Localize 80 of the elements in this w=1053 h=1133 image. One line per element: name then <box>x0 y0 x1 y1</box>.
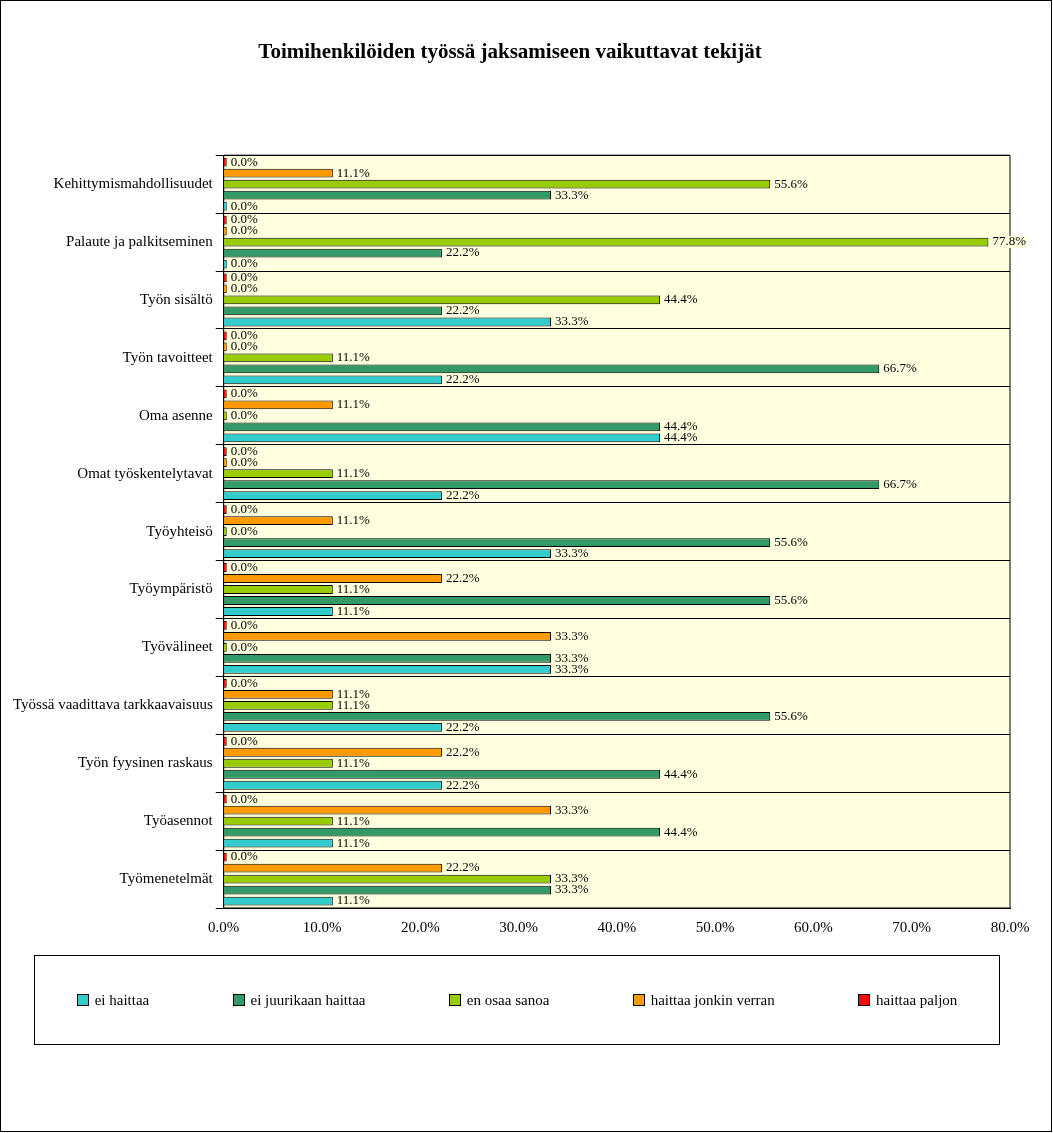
y-tick-label: Työvälineet <box>142 638 214 655</box>
data-label: 0.0% <box>230 616 258 632</box>
data-label: 44.4% <box>664 291 698 307</box>
data-label: 22.2% <box>445 776 480 792</box>
data-label: 0.0% <box>230 790 258 806</box>
data-label: 11.1% <box>336 834 371 850</box>
data-label: 11.1% <box>336 892 371 908</box>
data-label: 22.2% <box>445 302 480 318</box>
data-label: 55.6% <box>774 534 808 550</box>
x-tick-label: 40.0% <box>597 918 637 935</box>
data-label: 0.0% <box>230 558 258 574</box>
data-label: 33.3% <box>555 186 589 202</box>
data-label: 11.1% <box>336 512 371 528</box>
data-label: 22.2% <box>445 569 480 585</box>
y-tick-label: Työn fyysinen raskaus <box>77 754 213 771</box>
y-tick-label: Työmenetelmät <box>119 869 214 886</box>
y-tick-label: Työssä vaadittava tarkkaavaisuus <box>13 696 213 713</box>
y-tick-label: Palaute ja palkitseminen <box>66 233 214 249</box>
data-label: 0.0% <box>230 197 258 213</box>
data-label: 22.2% <box>445 743 480 759</box>
data-label: 0.0% <box>230 501 258 517</box>
data-label: 11.1% <box>336 396 371 412</box>
y-tick-label: Työn tavoitteet <box>122 348 214 365</box>
data-label: 0.0% <box>230 255 258 271</box>
data-label: 33.3% <box>555 801 589 817</box>
legend-label: haittaa paljon <box>876 991 958 1009</box>
data-label: 22.2% <box>445 859 480 875</box>
data-label: 33.3% <box>555 627 589 643</box>
data-label: 11.1% <box>336 580 371 596</box>
x-tick-label: 60.0% <box>794 918 833 935</box>
data-label: 0.0% <box>230 732 258 748</box>
chart-title: Toimihenkilöiden työssä jaksamiseen vaikuttavat tekijät <box>258 39 762 64</box>
data-label: 22.2% <box>445 487 480 503</box>
data-label: 55.6% <box>774 591 808 607</box>
data-label: 11.1% <box>336 685 371 701</box>
x-tick-label: 10.0% <box>302 918 342 935</box>
data-label: 66.7% <box>883 360 918 376</box>
data-label: 44.4% <box>664 823 698 839</box>
data-label: 11.1% <box>336 602 371 618</box>
data-label: 11.1% <box>336 164 371 180</box>
data-label: 33.3% <box>555 313 589 329</box>
y-tick-label: Työn sisältö <box>140 290 213 307</box>
y-tick-label: Kehittymismahdollisuudet <box>53 175 214 192</box>
data-label: 0.0% <box>230 269 258 285</box>
x-tick-label: 80.0% <box>990 918 1030 935</box>
data-label: 55.6% <box>774 175 808 191</box>
y-tick-label: Työasennot <box>143 812 214 829</box>
legend-label: haittaa jonkin verran <box>650 991 775 1009</box>
legend-label: ei juurikaan haittaa <box>250 991 366 1009</box>
legend-label: ei haittaa <box>94 991 150 1009</box>
data-label: 33.3% <box>555 649 589 665</box>
legend-label: en osaa sanoa <box>466 991 550 1009</box>
data-label: 0.0% <box>230 674 258 690</box>
data-label: 66.7% <box>883 476 918 492</box>
y-tick-label: Omat työskentelytavat <box>77 464 214 481</box>
data-label: 0.0% <box>230 385 258 401</box>
x-tick-label: 70.0% <box>892 918 932 935</box>
data-label: 22.2% <box>445 718 480 734</box>
data-label: 11.1% <box>336 754 371 770</box>
data-label: 55.6% <box>774 707 808 723</box>
y-tick-label: Työyhteisö <box>146 522 213 539</box>
y-tick-label: Työympäristö <box>129 580 213 597</box>
x-tick-label: 30.0% <box>499 918 538 935</box>
data-label: 0.0% <box>230 848 258 864</box>
data-label: 0.0% <box>230 638 258 654</box>
data-label: 22.2% <box>445 244 480 260</box>
data-label: 0.0% <box>230 523 258 539</box>
data-label: 77.8% <box>992 233 1027 249</box>
data-label: 0.0% <box>230 153 258 169</box>
data-label: 11.1% <box>336 812 371 828</box>
data-label: 0.0% <box>230 407 258 423</box>
data-label: 11.1% <box>336 465 371 481</box>
data-label: 22.2% <box>445 371 480 387</box>
x-tick-label: 0.0% <box>208 918 240 935</box>
y-tick-label: Oma asenne <box>139 406 214 423</box>
data-label: 11.1% <box>336 349 371 365</box>
data-label: 33.3% <box>555 545 589 561</box>
x-tick-label: 20.0% <box>400 918 440 935</box>
x-tick-label: 50.0% <box>695 918 735 935</box>
data-label: 44.4% <box>664 765 698 781</box>
